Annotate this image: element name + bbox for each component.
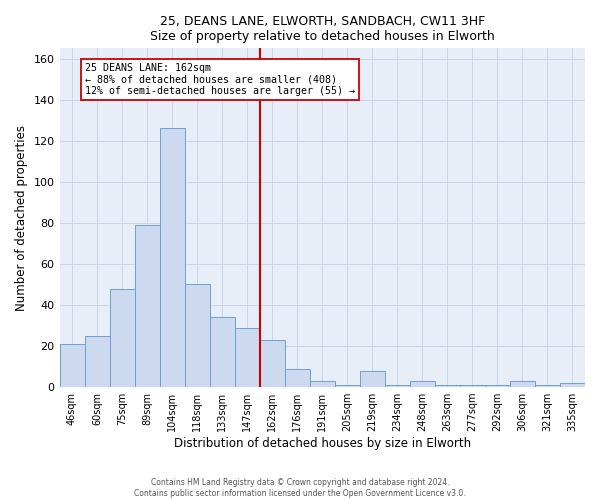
Title: 25, DEANS LANE, ELWORTH, SANDBACH, CW11 3HF
Size of property relative to detache: 25, DEANS LANE, ELWORTH, SANDBACH, CW11 … [150, 15, 494, 43]
Bar [160, 128, 185, 387]
Bar [435, 385, 460, 387]
Bar [335, 385, 360, 387]
Bar [185, 284, 209, 387]
Text: Contains HM Land Registry data © Crown copyright and database right 2024.
Contai: Contains HM Land Registry data © Crown c… [134, 478, 466, 498]
Bar [235, 328, 260, 387]
Bar [485, 385, 510, 387]
Bar [460, 385, 485, 387]
Bar [260, 340, 285, 387]
Bar [310, 381, 335, 387]
Y-axis label: Number of detached properties: Number of detached properties [15, 124, 28, 310]
Bar [360, 370, 385, 387]
X-axis label: Distribution of detached houses by size in Elworth: Distribution of detached houses by size … [174, 437, 471, 450]
Bar [59, 344, 85, 387]
Bar [410, 381, 435, 387]
Bar [510, 381, 535, 387]
Bar [110, 288, 134, 387]
Bar [535, 385, 560, 387]
Bar [134, 225, 160, 387]
Text: 25 DEANS LANE: 162sqm
← 88% of detached houses are smaller (408)
12% of semi-det: 25 DEANS LANE: 162sqm ← 88% of detached … [85, 62, 355, 96]
Bar [285, 368, 310, 387]
Bar [560, 383, 585, 387]
Bar [85, 336, 110, 387]
Bar [209, 318, 235, 387]
Bar [385, 385, 410, 387]
